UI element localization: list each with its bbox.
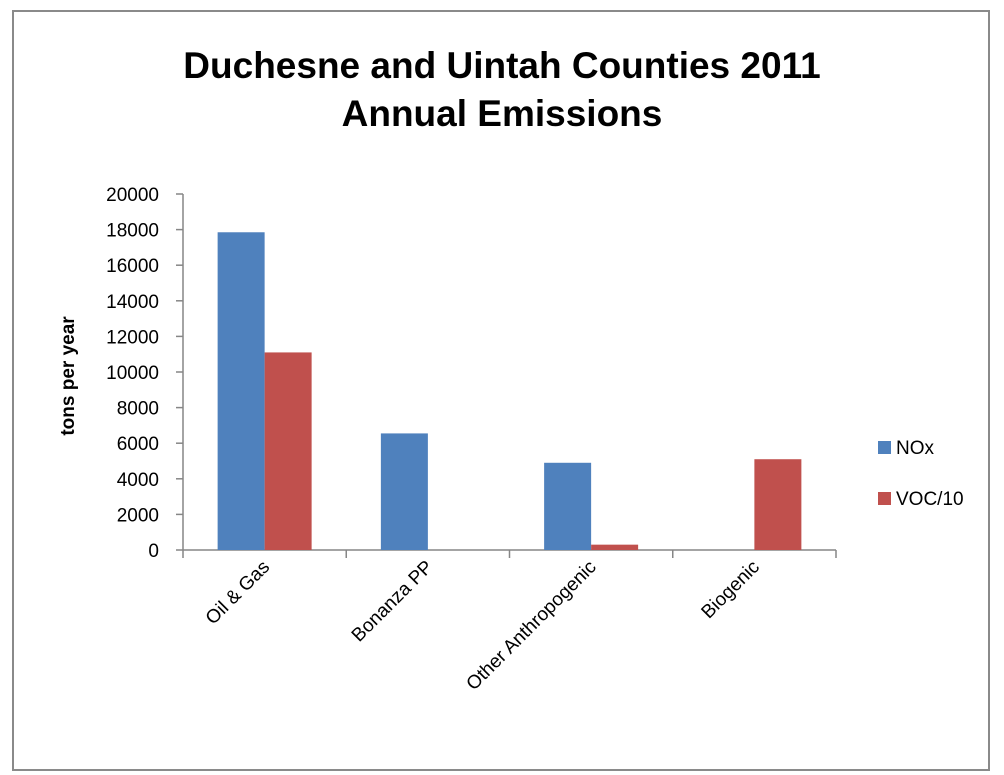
- y-tick-label: 8000: [117, 399, 159, 420]
- y-tick-label: 10000: [106, 363, 159, 384]
- bar-nox-3: [544, 462, 592, 550]
- y-tick-label: 2000: [117, 505, 159, 526]
- bars: [217, 232, 802, 550]
- y-tick-label: 12000: [106, 327, 159, 348]
- y-tick-label: 20000: [106, 185, 159, 206]
- x-tick-label: Oil & Gas: [202, 557, 274, 629]
- legend: NOx VOC/10: [878, 438, 964, 510]
- y-tick-label: 18000: [106, 221, 159, 242]
- chart-title-line-2: Annual Emissions: [341, 93, 663, 134]
- y-axis-label: tons per year: [58, 316, 79, 436]
- chart-title: Duchesne and Uintah Counties 2011 Annual…: [0, 42, 1004, 138]
- x-tick-label: Biogenic: [698, 557, 764, 623]
- y-tick-label: 6000: [117, 434, 159, 455]
- y-tick-label: 14000: [106, 292, 159, 313]
- legend-label: NOx: [896, 438, 935, 459]
- bar-nox-1: [217, 232, 265, 550]
- y-tick-labels: 0 2000 4000 6000 8000 10000 12000 14000 16000 180…: [106, 185, 159, 562]
- legend-label: VOC/10: [896, 489, 964, 510]
- bar-voc-10-1: [264, 352, 312, 550]
- chart-title-line-1: Duchesne and Uintah Counties 2011: [183, 45, 821, 86]
- bar-voc-10-4: [754, 459, 802, 550]
- chart-frame: [12, 10, 990, 771]
- legend-swatch: [878, 441, 891, 454]
- legend-swatch: [878, 492, 891, 505]
- y-tick-label: 4000: [117, 470, 159, 491]
- bar-voc-10-3: [591, 544, 639, 550]
- x-tick-label: Other Anthropogenic: [463, 557, 601, 695]
- x-tick-labels: Oil & Gas Bonanza PP Other Anthropogenic Bi…: [202, 557, 764, 695]
- bar-nox-2: [380, 433, 428, 550]
- x-tick-label: Bonanza PP: [348, 557, 438, 647]
- y-tick-label: 0: [148, 541, 159, 562]
- y-tick-label: 16000: [106, 256, 159, 277]
